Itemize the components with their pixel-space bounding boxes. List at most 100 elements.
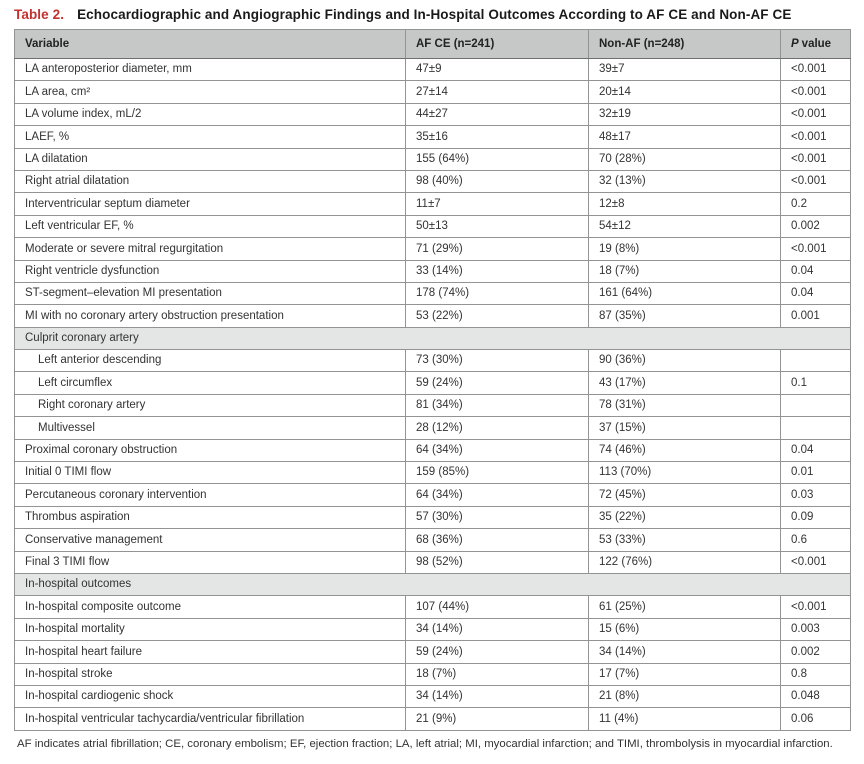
table-row: LA area, cm² 27±14 20±14 <0.001 xyxy=(14,80,851,104)
table-number-label: Table 2. xyxy=(14,7,65,22)
p-value-cell: 0.09 xyxy=(780,505,851,530)
af-ce-cell: 34 (14%) xyxy=(405,617,589,642)
variable-cell: Initial 0 TIMI flow xyxy=(14,461,406,485)
table-row: LAEF, % 35±16 48±17 <0.001 xyxy=(14,125,851,149)
table-row: Percutaneous coronary intervention 64 (34… xyxy=(14,483,851,507)
p-value-cell: 0.03 xyxy=(780,483,851,507)
p-value-cell: 0.04 xyxy=(780,438,851,463)
af-ce-cell: 98 (40%) xyxy=(405,169,589,194)
p-value-cell: 0.01 xyxy=(780,461,851,485)
table-footnote: AF indicates atrial fibrillation; CE, co… xyxy=(17,737,833,750)
table-row: Proximal coronary obstruction 64 (34%) 74 … xyxy=(14,438,851,463)
table-row: In-hospital ventricular tachycardia/vent… xyxy=(14,707,851,731)
p-value-cell: 0.04 xyxy=(780,281,851,306)
variable-cell: In-hospital stroke xyxy=(14,662,406,686)
p-value-cell: 0.6 xyxy=(780,528,851,552)
table-title: Echocardiographic and Angiographic Findi… xyxy=(77,7,792,22)
table-row: Left ventricular EF, % 50±13 54±12 0.002 xyxy=(14,214,851,239)
af-ce-cell: 159 (85%) xyxy=(405,461,589,485)
header-non-af: Non-AF (n=248) xyxy=(588,29,781,59)
non-af-cell: 32±19 xyxy=(588,102,781,127)
non-af-cell: 72 (45%) xyxy=(588,483,781,507)
p-value-cell: 0.1 xyxy=(780,371,851,395)
section-label: Culprit coronary artery xyxy=(14,326,851,351)
af-ce-cell: 44±27 xyxy=(405,102,589,127)
table-row: Conservative management 68 (36%) 53 (33%) 0… xyxy=(14,528,851,552)
p-value-cell: <0.001 xyxy=(780,102,851,127)
variable-cell: In-hospital ventricular tachycardia/vent… xyxy=(14,707,406,731)
non-af-cell: 61 (25%) xyxy=(588,595,781,619)
af-ce-cell: 21 (9%) xyxy=(405,707,589,731)
table-row: MI with no coronary artery obstruction p… xyxy=(14,304,851,328)
af-ce-cell: 35±16 xyxy=(405,125,589,149)
p-value-cell xyxy=(780,349,851,373)
af-ce-cell: 47±9 xyxy=(405,57,589,82)
p-value-cell: <0.001 xyxy=(780,595,851,619)
variable-cell: MI with no coronary artery obstruction p… xyxy=(14,304,406,328)
af-ce-cell: 81 (34%) xyxy=(405,393,589,418)
variable-cell: Left ventricular EF, % xyxy=(14,214,406,239)
variable-cell: LA anteroposterior diameter, mm xyxy=(14,57,406,82)
af-ce-cell: 59 (24%) xyxy=(405,371,589,395)
af-ce-cell: 71 (29%) xyxy=(405,237,589,261)
header-af-ce: AF CE (n=241) xyxy=(405,29,589,59)
variable-cell: Conservative management xyxy=(14,528,406,552)
non-af-cell: 48±17 xyxy=(588,125,781,149)
af-ce-cell: 28 (12%) xyxy=(405,416,589,440)
variable-cell: Moderate or severe mitral regurgitation xyxy=(14,237,406,261)
af-ce-cell: 107 (44%) xyxy=(405,595,589,619)
table-row: In-hospital composite outcome 107 (44%) 61… xyxy=(14,595,851,619)
p-symbol: P xyxy=(791,37,799,50)
af-ce-cell: 64 (34%) xyxy=(405,483,589,507)
table-row: Thrombus aspiration 57 (30%) 35 (22%) 0.09 xyxy=(14,505,851,530)
variable-cell: Left circumflex xyxy=(14,371,406,395)
non-af-cell: 87 (35%) xyxy=(588,304,781,328)
non-af-cell: 18 (7%) xyxy=(588,259,781,283)
af-ce-cell: 64 (34%) xyxy=(405,438,589,463)
af-ce-cell: 68 (36%) xyxy=(405,528,589,552)
non-af-cell: 70 (28%) xyxy=(588,147,781,171)
variable-cell: Thrombus aspiration xyxy=(14,505,406,530)
p-value-cell: 0.001 xyxy=(780,304,851,328)
af-ce-cell: 33 (14%) xyxy=(405,259,589,283)
non-af-cell: 54±12 xyxy=(588,214,781,239)
section-row: Culprit coronary artery xyxy=(14,326,851,351)
p-value-cell: <0.001 xyxy=(780,550,851,574)
af-ce-cell: 50±13 xyxy=(405,214,589,239)
non-af-cell: 39±7 xyxy=(588,57,781,82)
p-value-cell: <0.001 xyxy=(780,147,851,171)
variable-cell: Multivessel xyxy=(14,416,406,440)
af-ce-cell: 57 (30%) xyxy=(405,505,589,530)
non-af-cell: 17 (7%) xyxy=(588,662,781,686)
variable-cell: Interventricular septum diameter xyxy=(14,192,406,216)
table-row: Moderate or severe mitral regurgitation 7… xyxy=(14,237,851,261)
p-value-cell: <0.001 xyxy=(780,125,851,149)
table-row: In-hospital cardiogenic shock 34 (14%) 21 … xyxy=(14,684,851,709)
p-value-cell: 0.04 xyxy=(780,259,851,283)
af-ce-cell: 155 (64%) xyxy=(405,147,589,171)
non-af-cell: 37 (15%) xyxy=(588,416,781,440)
variable-cell: In-hospital cardiogenic shock xyxy=(14,684,406,709)
non-af-cell: 34 (14%) xyxy=(588,640,781,664)
non-af-cell: 43 (17%) xyxy=(588,371,781,395)
variable-cell: Right coronary artery xyxy=(14,393,406,418)
af-ce-cell: 53 (22%) xyxy=(405,304,589,328)
p-value-cell xyxy=(780,393,851,418)
table-row: Right atrial dilatation 98 (40%) 32 (13%) <… xyxy=(14,169,851,194)
table-row: In-hospital heart failure 59 (24%) 34 (14%… xyxy=(14,640,851,664)
p-rest: value xyxy=(801,37,832,50)
variable-cell: Left anterior descending xyxy=(14,349,406,373)
p-value-cell xyxy=(780,416,851,440)
af-ce-cell: 59 (24%) xyxy=(405,640,589,664)
table-row: In-hospital mortality 34 (14%) 15 (6%) 0.00… xyxy=(14,617,851,642)
variable-cell: LAEF, % xyxy=(14,125,406,149)
non-af-cell: 11 (4%) xyxy=(588,707,781,731)
table-row: Interventricular septum diameter 11±7 12±8… xyxy=(14,192,851,216)
p-value-cell: <0.001 xyxy=(780,57,851,82)
p-value-cell: 0.8 xyxy=(780,662,851,686)
variable-cell: In-hospital heart failure xyxy=(14,640,406,664)
